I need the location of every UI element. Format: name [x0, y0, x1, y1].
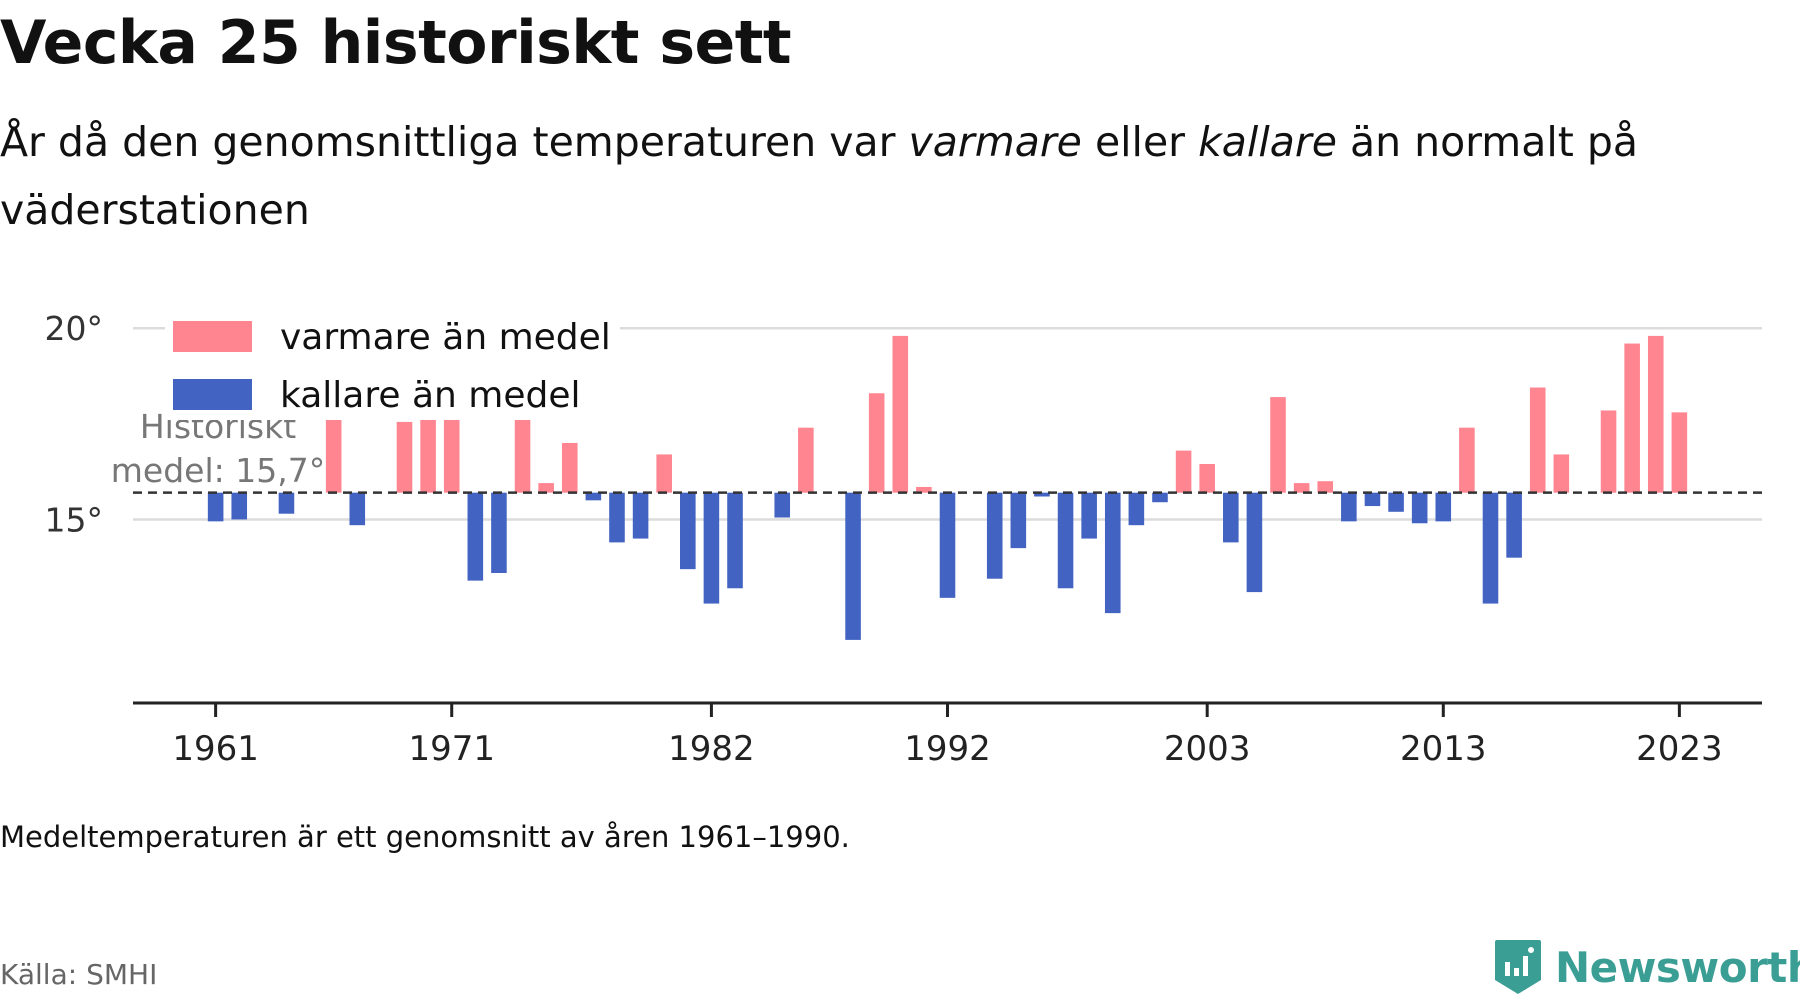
chart-subtitle: År då den genomsnittliga temperaturen va…	[0, 108, 1760, 244]
newsworthy-logo-icon	[1495, 940, 1541, 994]
warm-bar	[1175, 450, 1192, 493]
legend-warm-label: varmare än medel	[280, 317, 611, 358]
warm-bar	[1553, 454, 1570, 493]
cold-bar	[1104, 492, 1121, 614]
cold-bar	[939, 492, 956, 598]
brand-logo: Newsworthy	[1493, 938, 1800, 996]
warm-bar	[396, 421, 413, 493]
warm-bar	[1317, 481, 1334, 493]
legend-warm-swatch	[173, 321, 252, 352]
cold-bar	[1081, 492, 1097, 539]
y-tick-label: 20°	[45, 309, 104, 348]
x-tick-label: 2023	[1636, 729, 1723, 769]
cold-bar	[1388, 492, 1404, 512]
warm-bar	[916, 486, 932, 493]
warm-bar	[1293, 483, 1310, 493]
warm-bar	[1647, 335, 1664, 493]
cold-bar	[1435, 492, 1452, 522]
cold-bar	[1482, 492, 1499, 604]
warm-bar	[892, 335, 909, 493]
warm-bar	[868, 393, 885, 493]
subtitle-warm-word: varmare	[908, 118, 1082, 166]
cold-bar	[1010, 492, 1027, 549]
warm-bar	[443, 408, 460, 493]
subtitle-text-1: År då den genomsnittliga temperaturen va…	[0, 118, 909, 166]
brand-name: Newsworthy	[1555, 942, 1800, 992]
warm-bar	[1199, 463, 1215, 493]
cold-bar	[349, 492, 366, 526]
cold-bar	[1223, 492, 1239, 543]
cold-bar	[278, 492, 295, 514]
subtitle-text-2: eller	[1081, 118, 1199, 166]
footnote: Medeltemperaturen är ett genomsnitt av å…	[0, 820, 850, 854]
cold-bar	[1246, 492, 1263, 593]
warm-bar	[538, 483, 554, 493]
warm-bar	[1671, 412, 1688, 493]
cold-bar	[727, 492, 743, 589]
cold-bar	[1341, 492, 1357, 522]
cold-bar	[1506, 492, 1522, 558]
warm-bar	[325, 412, 342, 493]
cold-bar	[1364, 492, 1381, 507]
cold-bar	[1128, 492, 1145, 526]
x-tick-label: 1992	[904, 729, 991, 769]
warm-bar	[1624, 343, 1640, 493]
cold-bar	[680, 492, 696, 570]
warm-bar	[1529, 387, 1546, 493]
x-tick-label: 1971	[408, 729, 495, 769]
warm-bar	[1459, 427, 1475, 493]
cold-bar	[1057, 492, 1074, 589]
cold-bar	[231, 492, 248, 520]
cold-bar	[845, 492, 861, 640]
warm-bar	[1600, 410, 1617, 493]
warm-bar	[1270, 397, 1286, 493]
cold-bar	[207, 492, 224, 522]
cold-bar	[467, 492, 484, 581]
warm-bar	[561, 442, 578, 493]
warm-bar	[656, 454, 672, 493]
warm-bar	[514, 412, 531, 493]
cold-bar	[774, 492, 791, 518]
chart-title: Vecka 25 historiskt sett	[0, 8, 792, 78]
cold-bar	[491, 492, 507, 573]
baseline-label-line2: medel: 15,7°	[111, 451, 325, 490]
subtitle-cold-word: kallare	[1198, 118, 1337, 166]
cold-bar	[1411, 492, 1428, 524]
warm-bar	[420, 416, 436, 493]
cold-bar	[986, 492, 1003, 579]
cold-bar	[585, 492, 602, 501]
subtitle-text-3: än normalt på väderstationen	[0, 118, 1639, 234]
cold-bar	[632, 492, 649, 539]
warm-bar	[798, 427, 814, 493]
cold-bar	[703, 492, 720, 604]
y-tick-label: 15°	[45, 500, 104, 539]
x-tick-label: 2013	[1400, 729, 1487, 769]
x-tick-label: 1961	[172, 729, 259, 769]
cold-bar	[1034, 492, 1050, 497]
cold-bar	[609, 492, 625, 543]
legend-cold-label: kallare än medel	[280, 375, 580, 416]
x-tick-label: 1982	[668, 729, 755, 769]
source-credit: Källa: SMHI	[0, 958, 158, 991]
x-tick-label: 2003	[1164, 729, 1251, 769]
cold-bar	[1152, 492, 1168, 503]
legend-cold-swatch	[173, 379, 252, 410]
